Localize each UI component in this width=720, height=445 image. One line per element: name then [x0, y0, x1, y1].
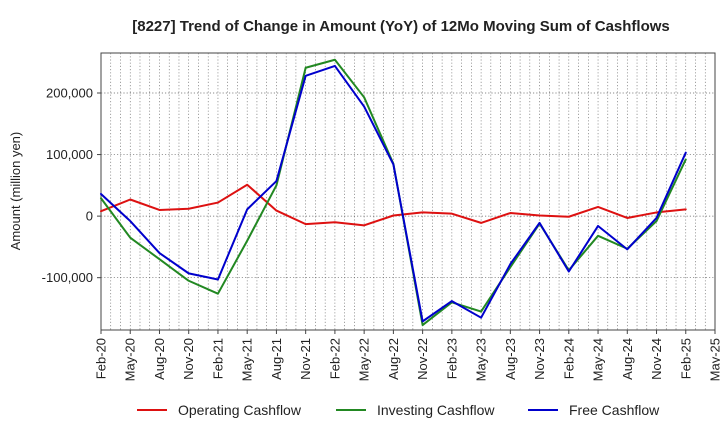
legend-label-operating-cashflow: Operating Cashflow: [178, 402, 302, 418]
x-tick-label: Feb-21: [210, 338, 225, 379]
x-tick-label: Feb-23: [444, 338, 459, 379]
x-tick-label: May-25: [708, 338, 720, 381]
y-tick-label: -100,000: [42, 270, 93, 285]
chart-title: [8227] Trend of Change in Amount (YoY) o…: [132, 18, 670, 35]
x-tick-label: Aug-24: [620, 338, 635, 380]
x-tick-label: Nov-23: [532, 338, 547, 380]
y-axis-label: Amount (million yen): [8, 132, 23, 251]
x-tick-label: Feb-20: [94, 338, 109, 379]
y-tick-label: 0: [86, 209, 93, 224]
x-tick-label: Feb-24: [561, 338, 576, 379]
x-tick-label: Aug-21: [269, 338, 284, 380]
x-tick-label: Feb-25: [678, 338, 693, 379]
x-tick-label: May-22: [357, 338, 372, 381]
y-tick-label: 100,000: [46, 147, 93, 162]
x-tick-label: May-21: [240, 338, 255, 381]
x-tick-label: Aug-22: [386, 338, 401, 380]
x-tick-label: Feb-22: [327, 338, 342, 379]
x-tick-label: May-20: [123, 338, 138, 381]
x-tick-label: Nov-21: [298, 338, 313, 380]
plot-area: [101, 53, 715, 330]
x-tick-label: Aug-23: [503, 338, 518, 380]
x-tick-label: Nov-20: [181, 338, 196, 380]
x-tick-label: May-24: [591, 338, 606, 381]
x-tick-label: Nov-24: [649, 338, 664, 380]
legend-label-investing-cashflow: Investing Cashflow: [377, 402, 495, 418]
y-tick-label: 200,000: [46, 86, 93, 101]
x-tick-label: May-23: [474, 338, 489, 381]
x-tick-label: Nov-22: [415, 338, 430, 380]
legend-label-free-cashflow: Free Cashflow: [569, 402, 660, 418]
legend: Operating Cashflow Investing Cashflow Free…: [137, 402, 660, 418]
x-tick-label: Aug-20: [152, 338, 167, 380]
